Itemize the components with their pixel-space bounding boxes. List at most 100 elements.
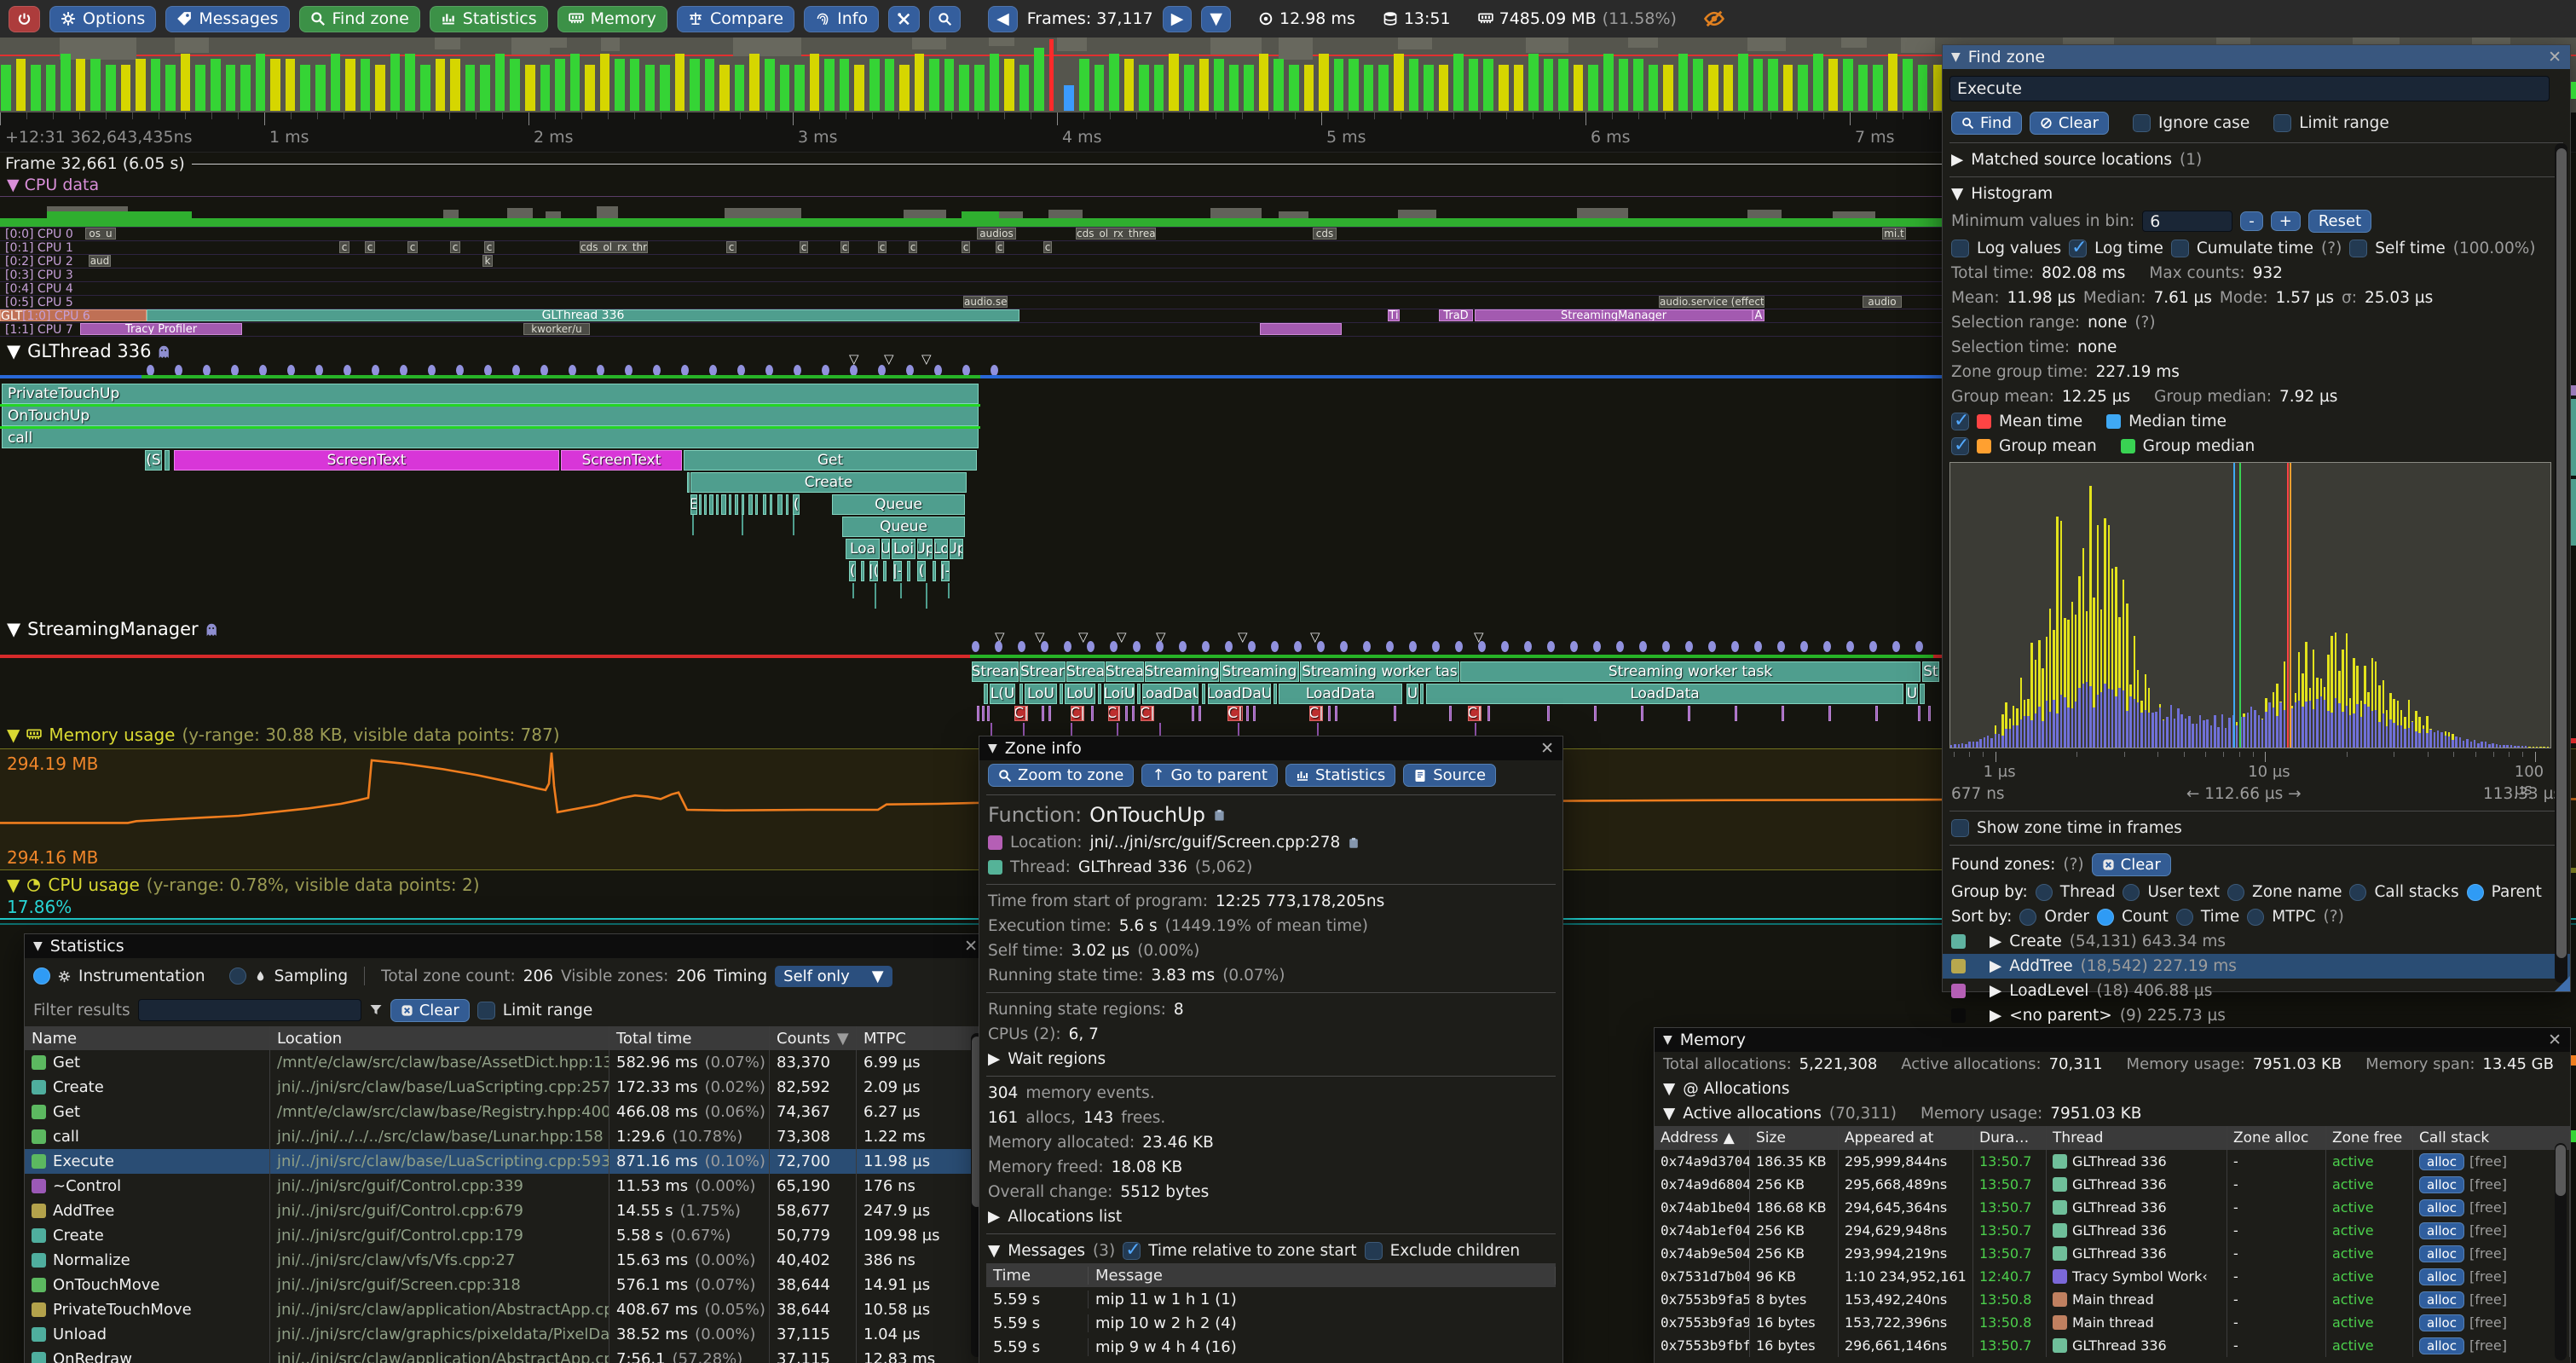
frame-bar[interactable] bbox=[1513, 64, 1524, 111]
frame-bar[interactable] bbox=[1289, 64, 1299, 111]
frame-bar[interactable] bbox=[1678, 53, 1689, 111]
zone[interactable] bbox=[1928, 706, 1931, 721]
close-icon[interactable]: ✕ bbox=[2548, 48, 2562, 66]
alloc-button[interactable]: alloc bbox=[2419, 1291, 2464, 1308]
cpu-slice[interactable]: aud bbox=[89, 255, 111, 267]
memory-button[interactable]: Memory bbox=[557, 5, 667, 32]
zone[interactable]: L(U bbox=[990, 684, 1015, 704]
frame-bar[interactable] bbox=[974, 64, 985, 111]
column-header[interactable]: Name bbox=[25, 1026, 270, 1050]
frame-bar[interactable] bbox=[629, 59, 640, 111]
user-text-radio[interactable] bbox=[2123, 883, 2140, 901]
frame-bar[interactable] bbox=[1528, 53, 1539, 111]
allocations-section-header[interactable]: ▼ @ Allocations bbox=[1655, 1077, 2570, 1101]
zone[interactable] bbox=[1246, 706, 1249, 721]
cpu-slice[interactable]: StreamingManager bbox=[1475, 309, 1753, 321]
frame-bar[interactable] bbox=[884, 59, 895, 111]
legend-checkbox[interactable] bbox=[1951, 410, 1969, 431]
order-radio[interactable] bbox=[2019, 908, 2037, 926]
frame-bar[interactable] bbox=[450, 59, 460, 111]
zone-statistics-button[interactable]: Statistics bbox=[1285, 764, 1396, 787]
column-header[interactable]: Location bbox=[270, 1026, 609, 1050]
column-header[interactable]: Size bbox=[1750, 1126, 1839, 1150]
cpu-slice[interactable]: k bbox=[482, 255, 493, 267]
frame-bar[interactable] bbox=[61, 53, 71, 111]
go-to-parent-button[interactable]: ↑ Go to parent bbox=[1141, 764, 1278, 787]
limit-range-checkbox[interactable] bbox=[477, 1001, 495, 1019]
zone[interactable]: C| bbox=[1227, 706, 1243, 721]
zone[interactable]: U bbox=[1406, 684, 1418, 704]
resize-grip[interactable] bbox=[2555, 976, 2570, 991]
cpu-slice[interactable]: c bbox=[484, 241, 494, 253]
frame-bar[interactable] bbox=[150, 59, 161, 111]
zone[interactable]: Up bbox=[917, 539, 933, 559]
frame-bar[interactable] bbox=[1438, 64, 1449, 111]
column-header[interactable]: Total time bbox=[609, 1026, 770, 1050]
frame-bar[interactable] bbox=[779, 64, 790, 111]
cpu-slice[interactable]: c bbox=[800, 241, 808, 253]
found-zone-row[interactable]: ▶ LoadLevel (18) 406.88 µs bbox=[1943, 979, 2570, 1003]
column-header[interactable]: Thread bbox=[2047, 1126, 2227, 1150]
frame-bar[interactable] bbox=[1378, 64, 1389, 111]
cpu-slice[interactable]: c bbox=[840, 241, 849, 253]
collapse-icon[interactable]: ▼ bbox=[1663, 1033, 1672, 1047]
alloc-button[interactable]: alloc bbox=[2419, 1268, 2464, 1285]
zone[interactable]: ( bbox=[917, 561, 926, 581]
frame-bar[interactable] bbox=[1228, 64, 1239, 111]
zone[interactable]: St bbox=[1922, 661, 1939, 682]
column-header[interactable]: Zone free bbox=[2326, 1126, 2413, 1150]
frame-bar[interactable] bbox=[75, 59, 86, 111]
frame-bar[interactable] bbox=[1004, 59, 1014, 111]
active-allocations-header[interactable]: ▼ Active allocations (70,311) Memory usage:… bbox=[1655, 1101, 2570, 1126]
zone[interactable] bbox=[1735, 706, 1737, 721]
zone[interactable]: LoadData bbox=[1279, 684, 1402, 704]
collapse-icon[interactable]: ▼ bbox=[1951, 50, 1961, 64]
histogram-section-header[interactable]: ▼ Histogram bbox=[1943, 182, 2570, 206]
table-row[interactable]: Unload jni/../jni/src/claw/graphics/pixel… bbox=[25, 1322, 986, 1347]
frame-bar[interactable] bbox=[136, 59, 146, 111]
close-icon[interactable]: ✕ bbox=[1540, 739, 1554, 758]
frame-bar[interactable] bbox=[1558, 59, 1568, 111]
zone[interactable] bbox=[1487, 706, 1490, 721]
table-row[interactable]: Get/mnt/e/claw/src/claw/base/AssetDict.h… bbox=[25, 1050, 986, 1075]
alloc-button[interactable]: alloc bbox=[2419, 1337, 2464, 1354]
zone[interactable]: LoadDaU bbox=[1208, 684, 1271, 704]
frame-bar[interactable] bbox=[1123, 59, 1135, 111]
column-header[interactable]: Message bbox=[1089, 1266, 1556, 1285]
tools-button[interactable] bbox=[888, 5, 921, 32]
collapse-icon[interactable]: ▼ bbox=[988, 742, 997, 755]
zone[interactable]: C| bbox=[1141, 706, 1154, 721]
frame-bar[interactable] bbox=[105, 64, 116, 111]
zone[interactable] bbox=[907, 561, 910, 581]
zone[interactable]: Get bbox=[684, 450, 977, 471]
streaming-section[interactable]: ▼ StreamingManager bbox=[7, 619, 220, 639]
call-stacks-radio[interactable] bbox=[2349, 883, 2367, 901]
alloc-button[interactable]: alloc bbox=[2419, 1245, 2464, 1262]
frame-bar[interactable] bbox=[1184, 64, 1194, 111]
table-row[interactable]: 0x74a9d37040 186.35 KB 295,999,844ns 13:50.… bbox=[1655, 1150, 2570, 1173]
table-row[interactable]: Create jni/../jni/src/claw/base/LuaScript… bbox=[25, 1075, 986, 1100]
cpu-slice[interactable]: c bbox=[962, 241, 970, 253]
zone[interactable]: call bbox=[2, 428, 979, 448]
zone[interactable]: Queue bbox=[842, 517, 965, 537]
zone[interactable]: Lo bbox=[934, 539, 948, 559]
cpu-slice[interactable]: c bbox=[726, 241, 736, 253]
legend-checkbox[interactable] bbox=[1951, 435, 1969, 456]
frame-bar[interactable] bbox=[1408, 59, 1419, 111]
cpu-slice[interactable]: mi.t bbox=[1882, 228, 1906, 240]
column-header[interactable]: Call stack bbox=[2413, 1126, 2570, 1150]
zone-marker[interactable]: ▽ bbox=[1310, 629, 1320, 644]
frame-bar[interactable] bbox=[1857, 64, 1868, 111]
frame-bar[interactable] bbox=[809, 53, 820, 111]
zone[interactable] bbox=[721, 494, 726, 515]
cpu-slice[interactable]: audios bbox=[977, 228, 1016, 240]
zone[interactable] bbox=[1335, 706, 1337, 721]
frame-bar[interactable] bbox=[15, 59, 26, 111]
glthread-section[interactable]: ▼ GLThread 336 bbox=[7, 341, 172, 361]
frame-bar[interactable] bbox=[1753, 59, 1764, 111]
cpu-data-section[interactable]: ▼ CPU data bbox=[7, 176, 99, 194]
frame-bar[interactable] bbox=[1274, 59, 1284, 111]
cpu-slice[interactable]: A bbox=[1753, 309, 1765, 321]
frame-bar[interactable] bbox=[1244, 64, 1254, 111]
table-row[interactable]: call jni/../jni/../../../src/claw/base/Lu… bbox=[25, 1124, 986, 1149]
